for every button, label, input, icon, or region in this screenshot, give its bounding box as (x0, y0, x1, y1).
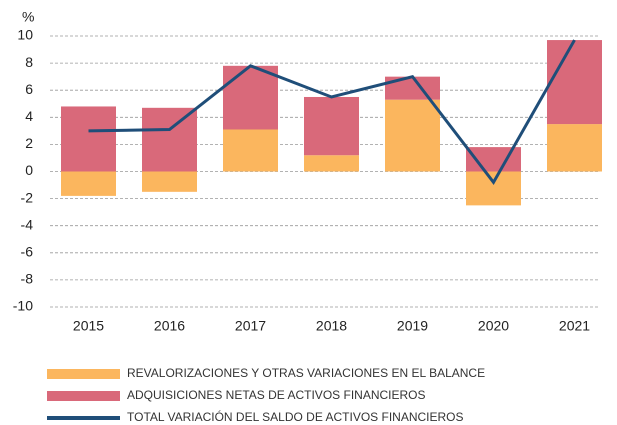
bar (61, 106, 116, 172)
bar (304, 155, 359, 172)
y-tick-label: -8 (21, 271, 34, 287)
legend-label: TOTAL VARIACIÓN DEL SALDO DE ACTIVOS FIN… (127, 409, 464, 424)
x-tick-label: 2015 (73, 318, 104, 334)
bar (223, 65, 278, 130)
legend-label: REVALORIZACIONES Y OTRAS VARIACIONES EN … (127, 366, 485, 380)
legend-swatch (47, 391, 120, 401)
y-tick-label: -6 (21, 244, 34, 260)
bar (547, 124, 602, 172)
y-tick-label: 10 (17, 27, 33, 43)
bar (223, 129, 278, 172)
bar (385, 99, 440, 172)
y-tick-label: 0 (25, 162, 33, 178)
y-tick-label: 8 (25, 54, 33, 70)
bar (466, 171, 521, 206)
y-tick-label: -4 (21, 216, 34, 232)
x-tick-label: 2021 (559, 318, 590, 334)
y-tick-label: 6 (25, 81, 33, 97)
bar (142, 171, 197, 192)
x-tick-label: 2018 (316, 318, 347, 334)
y-unit: % (22, 9, 34, 25)
x-tick-label: 2019 (397, 318, 428, 334)
y-tick-label: 2 (25, 135, 33, 151)
bar (142, 107, 197, 172)
legend-label: ADQUISICIONES NETAS DE ACTIVOS FINANCIER… (127, 388, 426, 402)
y-tick-label: -10 (13, 298, 33, 314)
bar (304, 96, 359, 156)
x-tick-label: 2017 (235, 318, 266, 334)
legend-swatch (47, 369, 120, 379)
x-tick-label: 2020 (478, 318, 509, 334)
bar (547, 40, 602, 125)
y-tick-label: 4 (25, 108, 33, 124)
bar (61, 171, 116, 196)
legend-swatch (47, 416, 120, 420)
x-tick-label: 2016 (154, 318, 185, 334)
line (88, 39, 576, 186)
y-tick-label: -2 (21, 189, 34, 205)
